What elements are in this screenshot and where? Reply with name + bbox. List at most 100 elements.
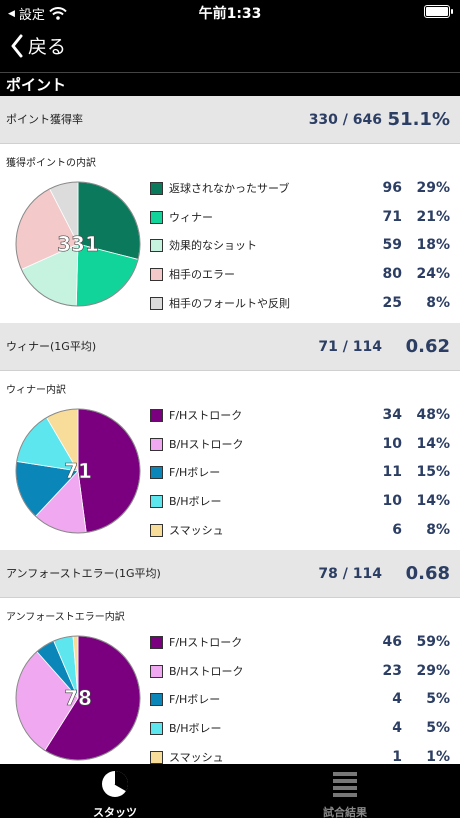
legend-percent: 5% [426, 691, 450, 708]
legend: 返球されなかったサーブ 96 29% ウィナー 71 21% 効果的なショット 59 18% 相手… [150, 174, 454, 317]
legend-swatch [150, 664, 163, 678]
legend-row: 効果的なショット 59 18% [150, 231, 454, 260]
legend-row: B/Hボレー 10 14% [150, 487, 454, 516]
stats-content[interactable]: ポイント獲得率 330 / 646 51.1% 獲得ポイントの内訳 331 返球… [0, 96, 460, 764]
legend-count: 59 [382, 237, 402, 254]
legend-count: 4 [392, 691, 402, 708]
status-bar: ◀ 設定 午前1:33 [0, 0, 460, 26]
legend-swatch [150, 466, 163, 480]
summary-label: アンフォーストエラー(1G平均) [6, 567, 161, 580]
legend-count: 10 [382, 493, 402, 510]
list-icon [333, 772, 357, 797]
legend-label: B/Hボレー [169, 495, 222, 509]
legend-count: 80 [382, 266, 402, 283]
legend-row: B/Hストローク 10 14% [150, 430, 454, 459]
legend-swatch [150, 693, 163, 707]
legend: F/Hストローク 46 59% B/Hストローク 23 29% F/Hボレー 4 5% B/Hボレ… [150, 628, 454, 764]
legend-row: B/Hボレー 4 5% [150, 714, 454, 743]
legend-swatch [150, 722, 163, 736]
legend-row: スマッシュ 6 8% [150, 516, 454, 545]
legend-row: F/Hストローク 46 59% [150, 628, 454, 657]
summary-label: ウィナー(1G平均) [6, 340, 97, 353]
pie-center-total: 331 [57, 232, 99, 256]
legend-label: ウィナー [169, 210, 213, 224]
legend-row: F/Hボレー 11 15% [150, 458, 454, 487]
legend-swatch [150, 296, 163, 310]
legend-count: 10 [382, 435, 402, 452]
legend-label: スマッシュ [169, 750, 224, 764]
summary-ratio: 78 / 114 [318, 566, 382, 582]
legend-percent: 29% [416, 180, 450, 196]
summary-ratio: 71 / 114 [318, 339, 382, 355]
back-triangle-icon: ◀ [8, 8, 15, 19]
back-label: 戻る [28, 36, 67, 58]
tab-bar: スタッツ 試合結果 [0, 764, 460, 818]
legend-swatch [150, 268, 163, 282]
legend-swatch [150, 523, 163, 537]
legend-count: 34 [382, 407, 402, 423]
legend-label: 相手のフォールトや反則 [169, 296, 290, 310]
summary-row-points: ポイント獲得率 330 / 646 51.1% [0, 96, 460, 144]
tab-stats-label: スタッツ [93, 806, 137, 818]
legend-label: B/Hストローク [169, 664, 244, 678]
legend-swatch [150, 239, 163, 253]
legend-label: F/Hストローク [169, 409, 243, 422]
pie-center-total: 78 [64, 686, 92, 710]
legend-label: F/Hストローク [169, 636, 243, 649]
tab-stats[interactable]: スタッツ [0, 764, 230, 818]
legend-count: 1 [392, 748, 402, 764]
legend-label: F/Hボレー [169, 466, 221, 480]
legend-label: 効果的なショット [169, 239, 257, 253]
legend-count: 46 [382, 634, 402, 650]
pie-outline [15, 408, 141, 534]
back-button[interactable]: 戻る [10, 32, 66, 59]
legend-percent: 29% [416, 662, 450, 679]
summary-ratio: 330 / 646 [308, 112, 382, 128]
legend-percent: 18% [416, 237, 450, 254]
legend-label: F/Hボレー [169, 693, 221, 707]
pie-center-total: 71 [64, 459, 92, 483]
legend-label: B/Hボレー [169, 722, 222, 736]
legend-percent: 5% [426, 720, 450, 737]
legend-percent: 48% [416, 407, 450, 423]
legend-swatch [150, 210, 163, 224]
legend-row: 返球されなかったサーブ 96 29% [150, 174, 454, 203]
legend-percent: 21% [416, 208, 450, 225]
summary-value: 0.68 [405, 563, 450, 584]
legend-count: 71 [382, 208, 402, 225]
legend-row: B/Hストローク 23 29% [150, 657, 454, 686]
legend-percent: 14% [416, 493, 450, 510]
summary-row-winner: ウィナー(1G平均) 71 / 114 0.62 [0, 323, 460, 371]
legend-label: スマッシュ [169, 523, 224, 537]
legend-swatch [150, 182, 163, 195]
legend-swatch [150, 437, 163, 451]
wifi-icon [49, 7, 67, 20]
legend-swatch [150, 409, 163, 422]
battery-icon [424, 5, 453, 18]
pie-outline [15, 635, 141, 761]
legend-count: 4 [392, 720, 402, 737]
pie-chart: 71 [15, 408, 141, 534]
legend-row: ウィナー 71 21% [150, 203, 454, 232]
summary-label: ポイント獲得率 [6, 113, 83, 126]
legend-label: 返球されなかったサーブ [169, 182, 290, 195]
legend-swatch [150, 636, 163, 649]
section-title: ポイント [0, 72, 460, 96]
legend-swatch [150, 750, 163, 764]
legend-row: 相手のエラー 80 24% [150, 260, 454, 289]
legend-percent: 15% [416, 464, 450, 481]
legend-percent: 59% [416, 634, 450, 650]
status-carrier: 設定 [18, 8, 45, 23]
chevron-left-icon [11, 34, 23, 57]
legend: F/Hストローク 34 48% B/Hストローク 10 14% F/Hボレー 11 15% B/H… [150, 401, 454, 544]
pie-chart: 331 [15, 181, 141, 307]
breakdown-winner: ウィナー内訳 71 F/Hストローク 34 48% B/Hストローク 10 14% F/Hボ… [0, 371, 460, 550]
pie-chart: 78 [15, 635, 141, 761]
status-left[interactable]: ◀ 設定 [8, 4, 67, 23]
breakdown-points: 獲得ポイントの内訳 331 返球されなかったサーブ 96 29% ウィナー 71 21% 効… [0, 144, 460, 323]
tab-results[interactable]: 試合結果 [230, 764, 460, 818]
status-time: 午前1:33 [198, 6, 262, 22]
legend-count: 25 [382, 294, 402, 311]
legend-count: 23 [382, 662, 402, 679]
breakdown-title: ウィナー内訳 [6, 385, 66, 396]
